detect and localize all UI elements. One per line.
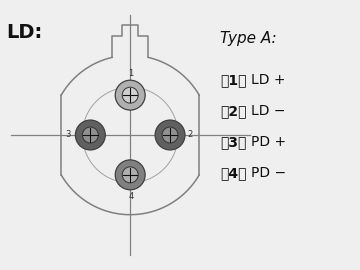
Text: LD:: LD: bbox=[7, 23, 43, 42]
Text: 【2】: 【2】 bbox=[220, 104, 246, 118]
Text: 3: 3 bbox=[66, 130, 71, 139]
Text: 4: 4 bbox=[128, 192, 134, 201]
Text: PD +: PD + bbox=[251, 135, 286, 149]
Text: 【4】: 【4】 bbox=[220, 166, 246, 180]
Circle shape bbox=[115, 80, 145, 110]
Text: LD −: LD − bbox=[251, 104, 285, 118]
Circle shape bbox=[162, 127, 178, 143]
Text: PD −: PD − bbox=[251, 166, 286, 180]
Text: 【1】: 【1】 bbox=[220, 73, 246, 87]
Text: 2: 2 bbox=[187, 130, 193, 139]
Circle shape bbox=[82, 127, 98, 143]
Circle shape bbox=[75, 120, 105, 150]
Text: 【3】: 【3】 bbox=[220, 135, 246, 149]
Circle shape bbox=[115, 160, 145, 190]
Text: LD +: LD + bbox=[251, 73, 285, 87]
Text: 1: 1 bbox=[128, 69, 134, 78]
Circle shape bbox=[122, 167, 138, 183]
Circle shape bbox=[122, 87, 138, 103]
Circle shape bbox=[155, 120, 185, 150]
Text: Type A:: Type A: bbox=[220, 31, 276, 46]
